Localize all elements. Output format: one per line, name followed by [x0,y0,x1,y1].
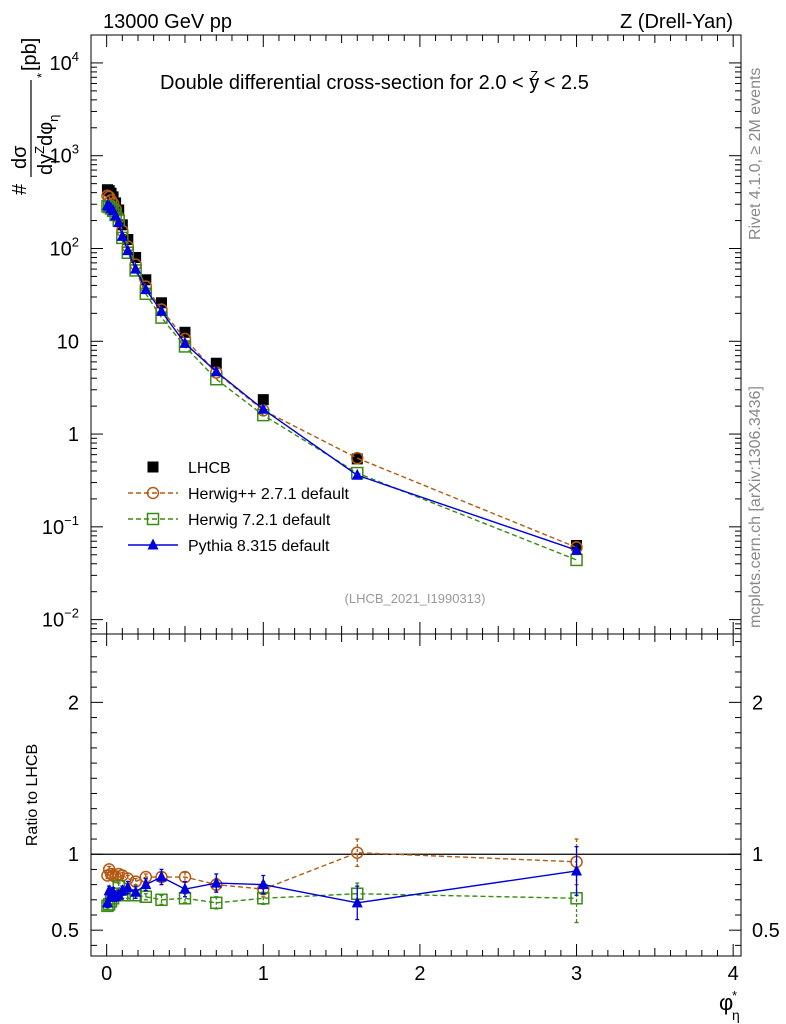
ratio-point [351,896,363,908]
data-point [155,304,167,316]
x-tick-label: 3 [571,963,582,985]
data-point [210,365,222,377]
ratio-series-line-0 [106,852,577,890]
legend-label: Herwig 7.2.1 default [188,512,331,529]
y-tick-label: 1 [68,424,79,446]
data-point [155,297,167,309]
y-axis-label: # dσ dyZdφη * [pb] [9,38,61,195]
x-tick-label: 1 [258,963,269,985]
data-point [351,451,364,465]
ratio-point [130,885,142,897]
data-point [571,543,583,555]
ratio-point [101,896,113,908]
y-axis-hash: # [9,183,31,195]
ratio-y-tick-label-right: 0.5 [752,920,780,942]
legend-marker [146,512,160,526]
legend-marker [146,486,160,500]
ratio-point [351,846,364,859]
x-axis-sub: η [732,1007,740,1023]
x-axis-sup: * [732,988,737,1003]
series-line-1 [107,195,577,549]
data-point [179,326,191,338]
header-right: Z (Drell-Yan) [620,11,733,33]
ratio-frame [90,633,742,957]
legend-label: LHCB [188,460,231,477]
legend-marker [147,538,159,550]
ratio-panel: 0.5 0.5 1 1 2 2 0 1 2 3 4 Ratio to LHCB φ * η [24,633,780,1023]
chart-title: Double differential cross-section for 2.… [160,68,589,94]
ratio-series-line-1 [106,884,577,907]
y-tick-label: 10−1 [42,513,79,539]
y-axis-denominator: dyZdφη [32,115,61,175]
legend: LHCB Herwig++ 2.7.1 default Herwig 7.2.1 d… [128,460,350,555]
ratio-point [122,881,134,893]
legend-marker [147,461,159,473]
data-point [122,244,134,256]
main-panel: 10−2 10−1 1 10 102 103 104 Double differential… [9,34,742,635]
ratio-y-axis-label: Ratio to LHCB [24,744,41,846]
data-point [113,216,125,228]
data-point [257,402,269,414]
y-tick-label: 102 [50,234,79,260]
ratio-y-tick-label-right: 1 [752,844,763,866]
x-tick-label: 2 [414,963,425,985]
ratio-point [571,864,583,876]
ratio-point [210,876,222,888]
ratio-point [257,878,269,890]
data-point [130,251,142,263]
ratio-y-tick-label-right: 2 [752,692,763,714]
ratio-y-tick-label-left: 0.5 [51,920,79,942]
data-point [140,274,152,286]
data-point [257,394,269,406]
data-point [570,553,583,567]
y-tick-label: 103 [50,142,79,168]
ratio-point [210,896,223,910]
data-point [116,229,128,241]
y-axis-star: * [34,73,49,78]
y-tick-label: 10 [57,331,79,353]
ratio-point [109,870,122,884]
legend-label: Herwig++ 2.7.1 default [188,486,350,503]
x-tick-label: 4 [728,963,739,985]
x-tick-label: 0 [101,963,112,985]
ratio-point [116,884,128,896]
header-left: 13000 GeV pp [103,11,232,33]
legend-label: Pythia 8.315 default [188,538,330,555]
data-point [179,336,191,348]
ratio-point [155,870,167,882]
y-axis-unit: [pb] [19,38,41,71]
y-axis-numerator: dσ [9,145,31,169]
x-axis-var: φ [719,990,733,1015]
y-tick-label: 10−2 [42,606,79,632]
data-point [140,283,152,295]
ratio-y-tick-label-left: 2 [68,692,79,714]
ratio-point [140,878,152,890]
mcplots-label: mcplots.cern.ch [arXiv:1306.3436] [747,386,764,628]
rivet-version-label: Rivet 4.1.0, ≥ 2M events [747,68,764,240]
ratio-y-tick-label-left: 1 [68,844,79,866]
data-point [130,262,142,274]
ratio-point [179,882,191,894]
ratio-point [155,893,168,907]
y-tick-label: 104 [50,49,79,75]
x-axis-label: φ * η [719,988,740,1023]
analysis-watermark: (LHCB_2021_I1990313) [345,591,486,606]
series-line-2 [107,205,577,561]
data-point [210,357,222,369]
data-point [351,468,363,480]
